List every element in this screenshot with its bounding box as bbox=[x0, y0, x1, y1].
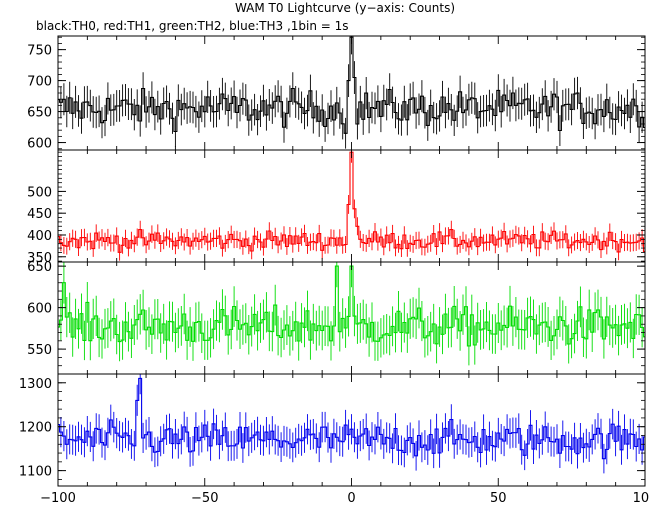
x-tick-label: −100 bbox=[40, 491, 76, 505]
x-tick-label: 100 bbox=[633, 491, 650, 505]
x-tick-label: −50 bbox=[191, 491, 218, 505]
x-tick-label: 0 bbox=[347, 491, 355, 505]
x-axis: −100 −50 0 50 100 bbox=[40, 491, 650, 505]
y-tick-label: 400 bbox=[27, 229, 52, 244]
chart-title: WAM T0 Lightcurve (y−axis: Counts) bbox=[235, 1, 455, 15]
y-tick-label: 1100 bbox=[19, 465, 52, 480]
error-bars-th1 bbox=[58, 150, 645, 261]
y-tick-label: 1300 bbox=[19, 377, 52, 392]
panel-th3: 1100 1200 1300 bbox=[19, 373, 646, 487]
panels: 600 650 700 750 350 400 450 500 550 600 650 1100 120… bbox=[19, 35, 646, 487]
y-tick-label: 600 bbox=[27, 302, 52, 317]
y-tick-label: 650 bbox=[27, 106, 52, 121]
chart-subtitle: black:TH0, red:TH1, green:TH2, blue:TH3 … bbox=[36, 19, 349, 33]
series-line-th1 bbox=[58, 151, 645, 253]
x-tick-label: 50 bbox=[490, 491, 507, 505]
y-tick-label: 550 bbox=[27, 343, 52, 358]
y-tick-label: 600 bbox=[27, 137, 52, 152]
y-tick-label: 750 bbox=[27, 44, 52, 59]
series-line-th2 bbox=[58, 265, 645, 347]
panel-th1: 350 400 450 500 bbox=[27, 149, 646, 266]
y-tick-label: 450 bbox=[27, 207, 52, 222]
panel-th2: 550 600 650 bbox=[27, 260, 646, 375]
panel-th0: 600 650 700 750 bbox=[27, 35, 646, 152]
y-tick-label: 1200 bbox=[19, 421, 52, 436]
y-tick-label: 650 bbox=[27, 260, 52, 275]
y-tick-label: 500 bbox=[27, 185, 52, 200]
y-tick-label: 700 bbox=[27, 75, 52, 90]
y-tick-label: 350 bbox=[27, 251, 52, 266]
series-line-th3 bbox=[58, 377, 645, 460]
